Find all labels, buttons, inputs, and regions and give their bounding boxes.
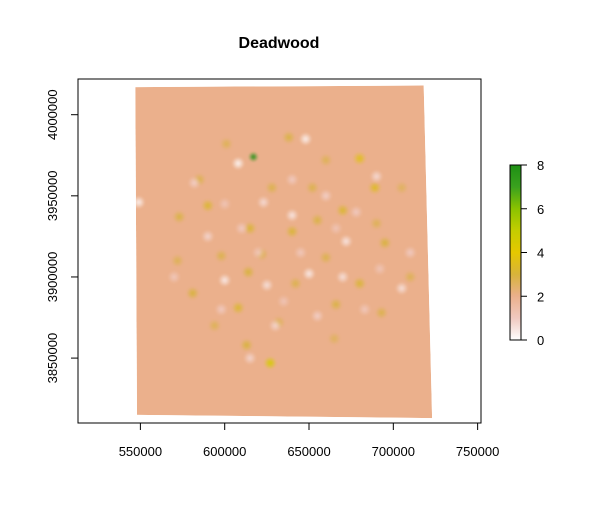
raster-hotspot — [375, 306, 388, 320]
x-tick-label: 550000 — [119, 444, 162, 459]
legend-tick-label: 0 — [537, 333, 544, 348]
raster-hotspot — [243, 351, 257, 365]
raster-hotspot — [268, 319, 282, 333]
raster-hotspot — [257, 195, 270, 209]
raster-hotspot — [171, 254, 184, 268]
x-tick-label: 700000 — [372, 444, 415, 459]
raster-hotspot — [167, 270, 181, 284]
raster-hotspot — [349, 205, 363, 219]
raster-extent — [135, 85, 433, 419]
raster-hotspot — [358, 302, 372, 316]
raster-hotspot — [373, 262, 387, 276]
raster-hotspot — [319, 189, 333, 203]
raster-layer — [135, 85, 433, 419]
raster-hotspot — [289, 277, 302, 290]
raster-hotspot — [370, 216, 383, 230]
raster-hotspot — [235, 221, 249, 235]
x-tick-label: 650000 — [287, 444, 330, 459]
y-tick-label: 3900000 — [45, 252, 60, 303]
raster-hotspot — [395, 181, 409, 195]
raster-hotspot — [260, 278, 274, 292]
legend-tick-label: 2 — [537, 289, 544, 304]
raster-hotspot — [135, 195, 146, 209]
legend-ticks: 0 2 4 6 8 — [521, 158, 544, 348]
raster-hotspot — [395, 281, 409, 295]
raster-hotspot — [218, 197, 232, 211]
raster-hotspot — [302, 267, 316, 281]
y-tick-label: 3950000 — [45, 171, 60, 222]
raster-hotspot — [353, 152, 367, 165]
x-tick-label: 600000 — [203, 444, 246, 459]
raster-hotspot — [186, 286, 200, 300]
raster-hotspot — [265, 181, 279, 195]
raster-hotspot — [219, 137, 233, 151]
y-tick-label: 3850000 — [45, 333, 60, 384]
y-tick-label: 4000000 — [45, 89, 60, 140]
raster-hotspot — [285, 208, 299, 222]
raster-hotspot — [214, 249, 228, 263]
raster-hotspot — [218, 273, 232, 287]
raster-hotspot — [319, 153, 333, 167]
raster-hotspot — [336, 203, 350, 217]
raster-hotspot — [370, 169, 383, 183]
raster-hotspot — [294, 246, 308, 260]
raster-hotspot — [339, 234, 353, 248]
raster-hotspot — [299, 132, 313, 146]
raster-hotspot — [310, 213, 324, 227]
raster-hotspot — [251, 246, 265, 260]
raster-hotspot — [329, 298, 343, 311]
x-tick-label: 750000 — [456, 444, 499, 459]
legend-tick-label: 4 — [537, 246, 544, 261]
legend: 0 2 4 6 8 — [509, 158, 544, 348]
raster-hotspot — [378, 236, 392, 250]
raster-hotspot — [187, 176, 201, 190]
raster-hotspot — [248, 151, 259, 162]
y-axis: 3850000 3900000 3950000 4000000 — [45, 89, 79, 384]
raster-hotspot — [285, 173, 299, 187]
raster-hotspot — [305, 181, 319, 195]
x-axis: 550000 600000 650000 700000 750000 — [119, 422, 499, 459]
chart-title: Deadwood — [239, 35, 320, 52]
hotspot-layer — [135, 130, 417, 370]
raster-hotspot — [263, 356, 277, 370]
raster-hotspot — [319, 251, 333, 264]
legend-colorbar — [510, 165, 521, 340]
raster-hotspot — [172, 210, 186, 224]
legend-tick-label: 6 — [537, 202, 544, 217]
raster-hotspot — [214, 302, 228, 316]
raster-hotspot — [201, 199, 215, 213]
legend-tick-label: 8 — [537, 158, 544, 173]
raster-hotspot — [201, 229, 215, 243]
raster-hotspot — [329, 221, 343, 235]
raster-hotspot — [241, 265, 255, 279]
raster-hotspot — [403, 270, 417, 284]
raster-hotspot — [336, 270, 350, 284]
raster-hotspot — [368, 181, 382, 195]
raster-hotspot — [285, 225, 299, 238]
raster-hotspot — [277, 294, 291, 308]
raster-hotspot — [208, 319, 222, 333]
raster-hotspot — [403, 246, 417, 260]
raster-hotspot — [231, 156, 245, 170]
raster-hotspot — [282, 130, 296, 144]
raster-hotspot — [231, 301, 245, 315]
raster-hotspot — [310, 309, 324, 323]
raster-hotspot — [327, 332, 341, 346]
raster-hotspot — [240, 338, 254, 352]
raster-hotspot — [353, 277, 367, 290]
